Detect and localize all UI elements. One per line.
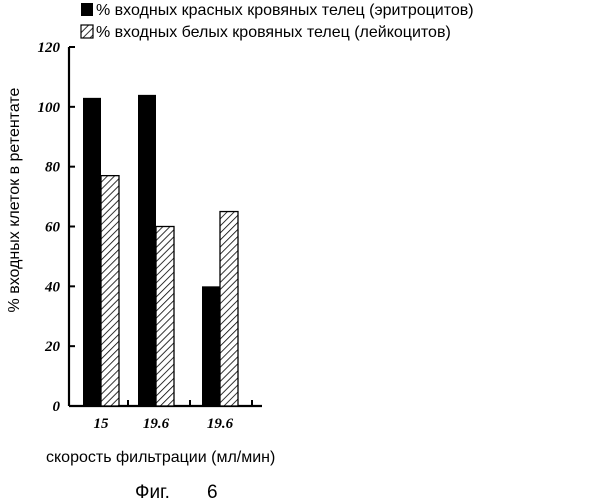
y-axis-title: % входных клеток в ретентате bbox=[6, 87, 23, 312]
y-tick-label: 40 bbox=[44, 279, 61, 295]
bar-white-cells bbox=[156, 227, 174, 407]
y-tick-label: 0 bbox=[53, 399, 61, 415]
bar-red-cells bbox=[83, 98, 101, 406]
x-axis-title: скорость фильтрации (мл/мин) bbox=[46, 449, 275, 466]
legend-swatch-hatched bbox=[81, 25, 93, 38]
x-tick-label: 19.6 bbox=[143, 416, 170, 432]
y-tick-label: 60 bbox=[45, 220, 61, 236]
y-tick-label: 120 bbox=[38, 40, 61, 56]
figure-caption-number: 6 bbox=[207, 482, 218, 500]
y-tick-label: 20 bbox=[44, 339, 61, 355]
legend-label-white-cells: % входных белых кровяных телец (лейкоцит… bbox=[96, 24, 451, 41]
legend-label-red-cells: % входных красных кровяных телец (эритро… bbox=[96, 2, 474, 19]
x-tick-label: 19.6 bbox=[207, 416, 234, 432]
bars bbox=[83, 95, 238, 406]
bar-red-cells bbox=[138, 95, 156, 406]
legend: % входных красных кровяных телец (эритро… bbox=[81, 2, 474, 41]
bar-white-cells bbox=[101, 176, 119, 406]
bar-white-cells bbox=[220, 212, 238, 406]
bar-red-cells bbox=[202, 286, 220, 406]
legend-swatch-solid bbox=[81, 3, 93, 16]
y-tick-label: 100 bbox=[38, 100, 61, 116]
figure-caption-prefix: Фиг. bbox=[135, 482, 170, 500]
x-tick-label: 15 bbox=[94, 416, 110, 432]
y-tick-label: 80 bbox=[45, 160, 61, 176]
